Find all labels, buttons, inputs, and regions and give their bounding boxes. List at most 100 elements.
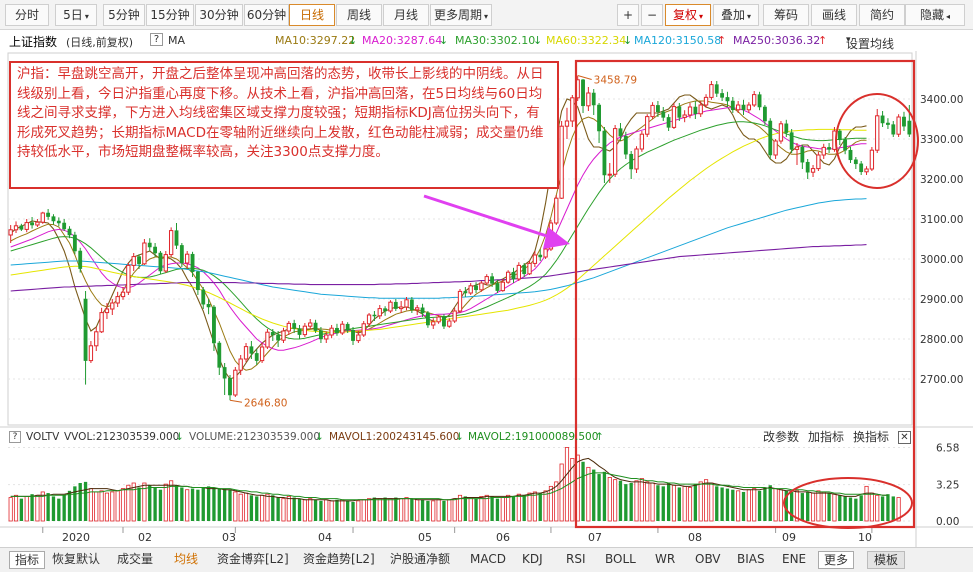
- candle-body-down: [212, 306, 216, 344]
- min-price-label: 2646.80: [244, 397, 287, 409]
- period-日线-button[interactable]: 日线: [289, 4, 335, 26]
- period-30分钟-button[interactable]: 30分钟: [195, 4, 243, 26]
- ma-label: MA: [168, 34, 186, 47]
- tool-1-button[interactable]: −: [641, 4, 663, 26]
- period-月线-button[interactable]: 月线: [383, 4, 429, 26]
- candle-body-down: [276, 334, 281, 341]
- period-5日-button[interactable]: 5日 ▾: [55, 4, 97, 26]
- candle-body-down: [730, 100, 735, 111]
- switch-indicator-button[interactable]: 换指标: [853, 430, 890, 444]
- candle-body-up: [431, 321, 436, 326]
- candle-body-down: [843, 139, 848, 151]
- candle-body-up: [452, 310, 457, 322]
- candle-body-down: [880, 115, 885, 124]
- volume-bar-up: [8, 497, 13, 522]
- volume-bar-down: [677, 487, 681, 521]
- volume-bar-up: [281, 498, 286, 522]
- indicator-tab-11[interactable]: WR: [655, 552, 676, 566]
- candle-body-up: [356, 334, 361, 342]
- indicator-tab-0[interactable]: 指标: [9, 551, 46, 569]
- recent-price-ellipse: [835, 93, 919, 189]
- volume-bar-down: [137, 487, 141, 521]
- volume-bar-down: [297, 498, 302, 521]
- indicator-tab-9[interactable]: RSI: [566, 552, 586, 566]
- candle-body-down: [768, 120, 773, 156]
- indicator-tab-8[interactable]: KDJ: [522, 552, 543, 566]
- indicator-tab-12[interactable]: OBV: [695, 552, 721, 566]
- volume-bar-down: [196, 489, 200, 521]
- indicator-tab-7[interactable]: MACD: [470, 552, 506, 566]
- volume-bar-up: [233, 491, 238, 522]
- candle-body-up: [399, 306, 404, 310]
- tool-label: +: [622, 8, 634, 22]
- candle-body-up: [168, 230, 174, 256]
- volume-bar-down: [410, 498, 414, 521]
- period-分时-button[interactable]: 分时: [5, 4, 49, 26]
- period-15分钟-button[interactable]: 15分钟: [146, 4, 194, 26]
- tool-4-button[interactable]: 筹码: [763, 4, 809, 26]
- volume-bar-down: [276, 497, 280, 521]
- indicator-tab-6[interactable]: 沪股通净额: [390, 552, 451, 566]
- edit-params-button[interactable]: 改参数: [763, 430, 800, 444]
- candle-body-up: [302, 325, 308, 336]
- tool-5-button[interactable]: 画线: [811, 4, 857, 26]
- candle-body-up: [366, 314, 372, 325]
- period-周线-button[interactable]: 周线: [336, 4, 382, 26]
- candle-body-down: [56, 220, 61, 224]
- indicator-tab-14[interactable]: ENE: [782, 552, 807, 566]
- volume-arrow: ↓: [315, 431, 324, 443]
- candle-body-up: [810, 168, 816, 173]
- date-tick-label: 03: [222, 531, 236, 544]
- candle-body-up: [746, 104, 752, 111]
- volume-bar-up: [468, 497, 473, 522]
- candle-body-down: [270, 331, 275, 336]
- indicator-tab-16[interactable]: 模板: [867, 551, 906, 569]
- candle-body-up: [612, 128, 618, 175]
- volume-bar-up: [131, 482, 136, 522]
- period-更多周期-button[interactable]: 更多周期 ▾: [430, 4, 492, 26]
- tool-0-button[interactable]: +: [617, 4, 639, 26]
- indicator-tab-15[interactable]: 更多: [818, 551, 855, 569]
- volume-bar-down: [800, 493, 805, 521]
- volume-bar-up: [243, 492, 249, 522]
- candle-body-up: [778, 123, 784, 142]
- volume-bar-up: [340, 499, 345, 522]
- indicator-tab-5[interactable]: 资金趋势[L2]: [303, 552, 375, 566]
- add-indicator-button[interactable]: 加指标: [808, 430, 845, 444]
- candle-body-up: [516, 264, 521, 280]
- tool-2-button[interactable]: 复权 ▾: [665, 4, 711, 26]
- candle-body-up: [120, 291, 126, 298]
- mavol1-value: MAVOL1:200243145.600: [329, 431, 460, 443]
- volume-bar-up: [367, 498, 372, 522]
- candle-body-down: [827, 147, 831, 150]
- indicator-tab-4[interactable]: 资金博弈[L2]: [217, 552, 289, 566]
- mavol2-value: MAVOL2:191000089.500: [468, 431, 599, 443]
- indicator-tab-1[interactable]: 恢复默认: [52, 552, 101, 566]
- candle-body-down: [46, 212, 51, 217]
- period-5分钟-button[interactable]: 5分钟: [103, 4, 145, 26]
- candle-body-down: [393, 301, 398, 309]
- help-mark[interactable]: ?: [150, 33, 163, 46]
- volume-bar-up: [506, 494, 511, 522]
- vol-help-mark[interactable]: ?: [9, 431, 21, 443]
- tool-6-button[interactable]: 简约: [859, 4, 905, 26]
- tool-7-button[interactable]: 隐藏 ◂: [905, 4, 965, 26]
- indicator-tab-3[interactable]: 均线: [174, 552, 199, 566]
- volume-bar-down: [666, 483, 671, 521]
- candle-body-down: [602, 130, 607, 176]
- candle-body-up: [735, 104, 741, 111]
- volume-bar-down: [57, 498, 61, 521]
- indicator-tab-13[interactable]: BIAS: [737, 552, 765, 566]
- tool-3-button[interactable]: 叠加 ▾: [713, 4, 759, 26]
- candle-body-up: [698, 104, 703, 115]
- indicator-tab-2[interactable]: 成交量: [117, 552, 154, 566]
- candle-body-up: [570, 97, 575, 122]
- period-60分钟-button[interactable]: 60分钟: [244, 4, 289, 26]
- candle-body-down: [800, 146, 805, 163]
- close-icon[interactable]: ✕: [898, 431, 911, 444]
- price-tick-label: 2700.00: [920, 374, 963, 386]
- volume-bar-down: [538, 493, 542, 521]
- volume-bar-down: [886, 494, 890, 521]
- volume-bar-down: [522, 495, 526, 521]
- indicator-tab-10[interactable]: BOLL: [605, 552, 636, 566]
